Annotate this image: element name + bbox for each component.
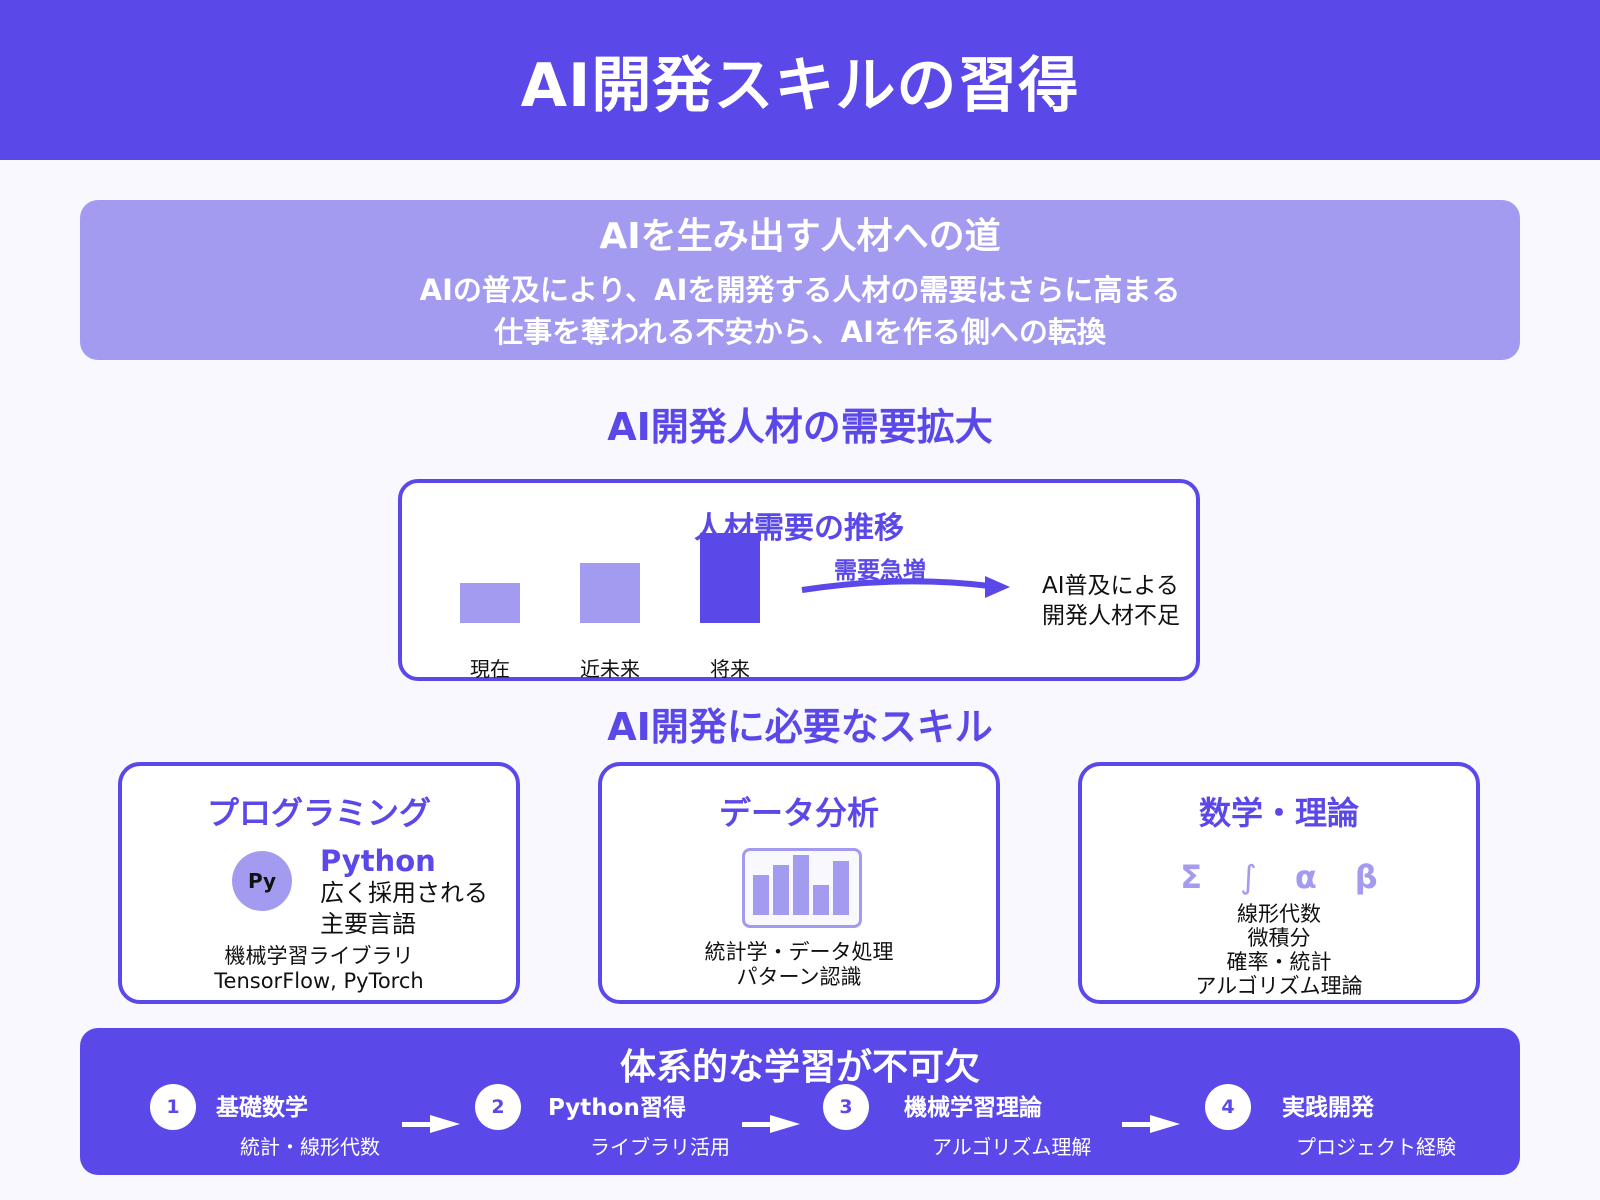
bar-label-current: 現在	[470, 657, 510, 681]
step-title-3: 機械学習理論	[904, 1095, 1042, 1121]
step-sub-4: プロジェクト経験	[1296, 1135, 1456, 1159]
card-foot-line: 線形代数	[1237, 902, 1321, 926]
python-desc-line: 主要言語	[320, 910, 416, 938]
python-description: 広く採用される 主要言語	[320, 878, 488, 940]
header-banner: AI開発スキルの習得	[0, 0, 1600, 160]
python-logo-icon: Py	[232, 851, 292, 911]
demand-chart-title: 人材需要の推移	[694, 511, 904, 546]
step-number-2: 2	[475, 1084, 521, 1130]
python-desc-line: 広く採用される	[320, 879, 488, 907]
sigma-icon: Σ	[1180, 858, 1203, 896]
card-foot-line: パターン認識	[736, 965, 862, 989]
skill-card-math-theory: 数学・理論 Σ ∫ α β 線形代数 微積分 確率・統計 アルゴリズム理論	[1078, 762, 1480, 1004]
arrow-right-icon	[1122, 1115, 1180, 1133]
step-number-3: 3	[823, 1084, 869, 1130]
card-foot-line: 機械学習ライブラリ	[224, 944, 414, 968]
python-label: Python	[320, 844, 436, 878]
growth-arrow-icon	[801, 576, 1010, 598]
shortage-line: 開発人材不足	[1042, 603, 1180, 629]
alpha-icon: α	[1294, 858, 1317, 896]
bar-near-future	[580, 563, 640, 623]
integral-icon: ∫	[1240, 858, 1257, 896]
bar-future	[700, 533, 760, 623]
skill-card-data-analysis: データ分析 統計学・データ処理 パターン認識	[598, 762, 1000, 1004]
card-foot-line: TensorFlow, PyTorch	[214, 969, 424, 993]
skills-section-title: AI開発に必要なスキル	[607, 705, 993, 749]
bar-chart-icon	[742, 848, 862, 928]
bar-label-future: 将来	[710, 657, 750, 681]
learning-path-panel: 体系的な学習が不可欠 1 基礎数学 統計・線形代数 2 Python習得 ライブ…	[80, 1028, 1520, 1175]
step-title-1: 基礎数学	[216, 1095, 308, 1121]
math-symbols: Σ ∫ α β	[1082, 858, 1476, 896]
step-sub-2: ライブラリ活用	[590, 1135, 730, 1159]
python-logo-label: Py	[247, 869, 277, 893]
step-number-1: 1	[150, 1084, 196, 1130]
step-sub-3: アルゴリズム理解	[932, 1135, 1092, 1159]
arrow-right-icon	[742, 1115, 800, 1133]
page-title: AI開発スキルの習得	[520, 50, 1080, 121]
intro-line: 仕事を奪われる不安から、AIを作る側への転換	[494, 315, 1106, 349]
shortage-note: AI普及による 開発人材不足	[1042, 571, 1180, 631]
card-title: プログラミング	[206, 794, 431, 832]
demand-chart-box: 人材需要の推移 現在 近未来 将来 需要急増 AI普及による 開発人材不足	[398, 479, 1200, 681]
card-footer: 機械学習ライブラリ TensorFlow, PyTorch	[122, 944, 516, 994]
card-title: データ分析	[718, 794, 879, 832]
learning-path-title: 体系的な学習が不可欠	[619, 1047, 980, 1088]
intro-panel: AIを生み出す人材への道 AIの普及により、AIを開発する人材の需要はさらに高ま…	[80, 200, 1520, 360]
intro-line: AIの普及により、AIを開発する人材の需要はさらに高まる	[419, 273, 1181, 307]
step-number-4: 4	[1205, 1084, 1251, 1130]
card-foot-line: 統計学・データ処理	[704, 940, 894, 964]
card-footer: 線形代数 微積分 確率・統計 アルゴリズム理論	[1082, 902, 1476, 998]
card-foot-line: 微積分	[1247, 926, 1311, 950]
step-sub-1: 統計・線形代数	[240, 1135, 380, 1159]
card-title: 数学・理論	[1198, 794, 1359, 832]
arrow-right-icon	[402, 1115, 460, 1133]
bar-label-near-future: 近未来	[580, 657, 640, 681]
card-foot-line: アルゴリズム理論	[1195, 974, 1363, 998]
bar-current	[460, 583, 520, 623]
step-title-2: Python習得	[548, 1095, 686, 1121]
demand-section-title: AI開発人材の需要拡大	[607, 405, 993, 449]
beta-icon: β	[1354, 858, 1378, 896]
skill-card-programming: プログラミング Py Python 広く採用される 主要言語 機械学習ライブラリ…	[118, 762, 520, 1004]
card-footer: 統計学・データ処理 パターン認識	[602, 940, 996, 990]
shortage-line: AI普及による	[1042, 573, 1179, 599]
intro-title: AIを生み出す人材への道	[599, 216, 1001, 257]
step-title-4: 実践開発	[1282, 1095, 1374, 1121]
card-foot-line: 確率・統計	[1226, 950, 1332, 974]
